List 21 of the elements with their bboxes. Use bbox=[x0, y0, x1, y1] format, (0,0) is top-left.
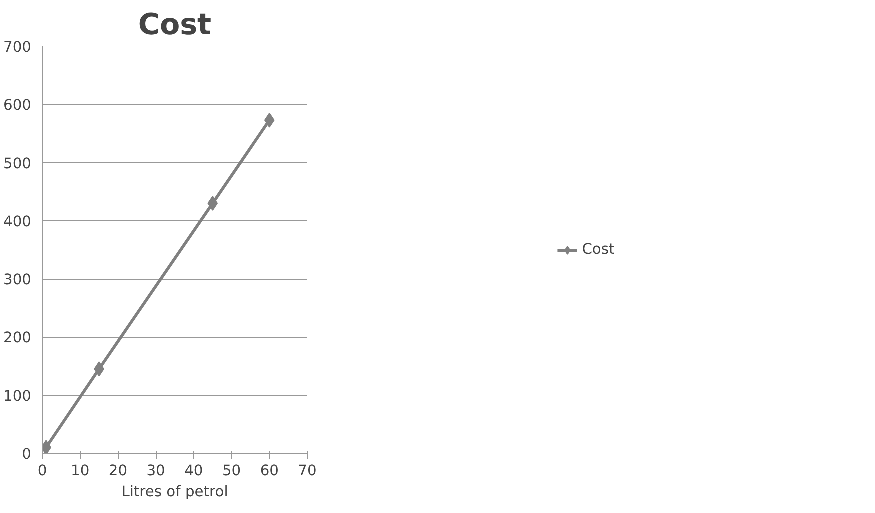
x-tick-label: 50 bbox=[222, 462, 242, 480]
y-tick-label: 0 bbox=[22, 446, 32, 463]
chart-title: Cost bbox=[138, 8, 212, 42]
y-tick-label: 600 bbox=[4, 97, 32, 114]
y-tick-label: 300 bbox=[4, 272, 32, 289]
y-tick-label: 100 bbox=[4, 388, 32, 405]
y-tick-label: 200 bbox=[4, 330, 32, 347]
point bbox=[264, 112, 275, 128]
x-tick-label: 20 bbox=[108, 462, 128, 480]
y-tick-label: 400 bbox=[4, 213, 32, 230]
y-tick-label: 700 bbox=[4, 39, 32, 56]
x-tick-label: 30 bbox=[146, 462, 166, 480]
point bbox=[208, 196, 218, 211]
x-tick-label: 40 bbox=[184, 462, 204, 480]
x-tick-label: 10 bbox=[71, 462, 90, 480]
x-tick-label: 0 bbox=[38, 462, 48, 480]
y-tick-label: 500 bbox=[4, 155, 32, 172]
legend-label: Cost bbox=[582, 241, 615, 258]
x-tick-label: 70 bbox=[298, 462, 317, 480]
x-axis-title: Litres of petrol bbox=[122, 484, 228, 500]
x-tick-label: 60 bbox=[260, 462, 279, 480]
